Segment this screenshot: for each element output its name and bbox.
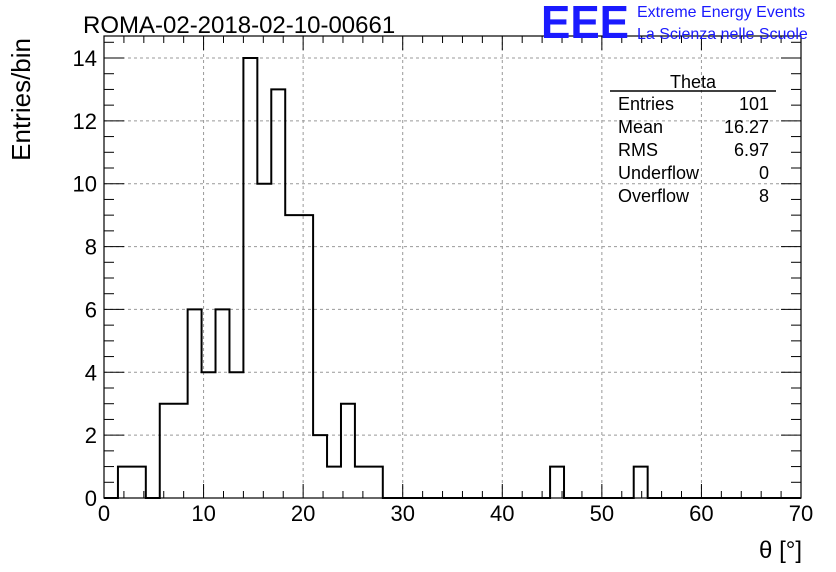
eee-logo: EEE Extreme Energy Events La Scienza nel…: [541, 0, 808, 48]
eee-logo-line2: La Scienza nelle Scuole: [637, 26, 808, 43]
y-tick-label: 2: [85, 423, 97, 448]
stats-row: Entries 101: [618, 94, 769, 114]
stats-rows: Entries 101 Mean 16.27 RMS 6.97 Underflow 0 Over…: [618, 94, 769, 206]
stats-row: Mean 16.27: [618, 117, 769, 137]
x-tick-label: 60: [689, 501, 713, 526]
x-axis-label: θ [°]: [759, 537, 802, 564]
plot-frame: [103, 35, 802, 499]
stats-row-value: 8: [759, 186, 769, 206]
stats-row: Overflow 8: [618, 186, 769, 206]
stats-row-label: RMS: [618, 140, 658, 160]
stats-row-value: 6.97: [734, 140, 769, 160]
chart-title: ROMA-02-2018-02-10-00661: [83, 12, 395, 39]
stats-box-title: Theta: [670, 72, 717, 92]
stats-row-value: 16.27: [724, 117, 769, 137]
y-tick-label: 0: [85, 486, 97, 511]
axis-ticks: [103, 36, 802, 499]
x-tick-label: 20: [291, 501, 315, 526]
x-tick-label: 50: [590, 501, 614, 526]
y-tick-labels: 0 2 4 6 8 10 12 14: [73, 46, 97, 511]
y-tick-label: 10: [73, 172, 97, 197]
grid-lines: [104, 36, 801, 498]
stats-row-label: Entries: [618, 94, 674, 114]
stats-row-label: Underflow: [618, 163, 700, 183]
y-tick-label: 14: [73, 46, 97, 71]
stats-row-value: 0: [759, 163, 769, 183]
histogram-step-line: [104, 57, 801, 499]
y-tick-label: 6: [85, 297, 97, 322]
y-tick-label: 12: [73, 109, 97, 134]
y-tick-label: 4: [85, 360, 97, 385]
x-tick-labels: 0 10 20 30 40 50 60 70: [98, 501, 813, 526]
stats-row-label: Overflow: [618, 186, 690, 206]
eee-logo-mark: EEE: [541, 0, 629, 48]
stats-row: Underflow 0: [618, 163, 769, 183]
x-tick-label: 30: [390, 501, 414, 526]
stats-row-label: Mean: [618, 117, 663, 137]
stats-box: Theta Entries 101 Mean 16.27 RMS 6.97 Underflo…: [610, 72, 776, 206]
x-tick-label: 10: [191, 501, 215, 526]
x-tick-label: 40: [490, 501, 514, 526]
y-axis-label: Entries/bin: [6, 38, 36, 161]
x-tick-label: 0: [98, 501, 110, 526]
stats-row: RMS 6.97: [618, 140, 769, 160]
x-tick-label: 70: [789, 501, 813, 526]
stats-row-value: 101: [739, 94, 769, 114]
y-tick-label: 8: [85, 235, 97, 260]
eee-logo-line1: Extreme Energy Events: [637, 4, 805, 21]
